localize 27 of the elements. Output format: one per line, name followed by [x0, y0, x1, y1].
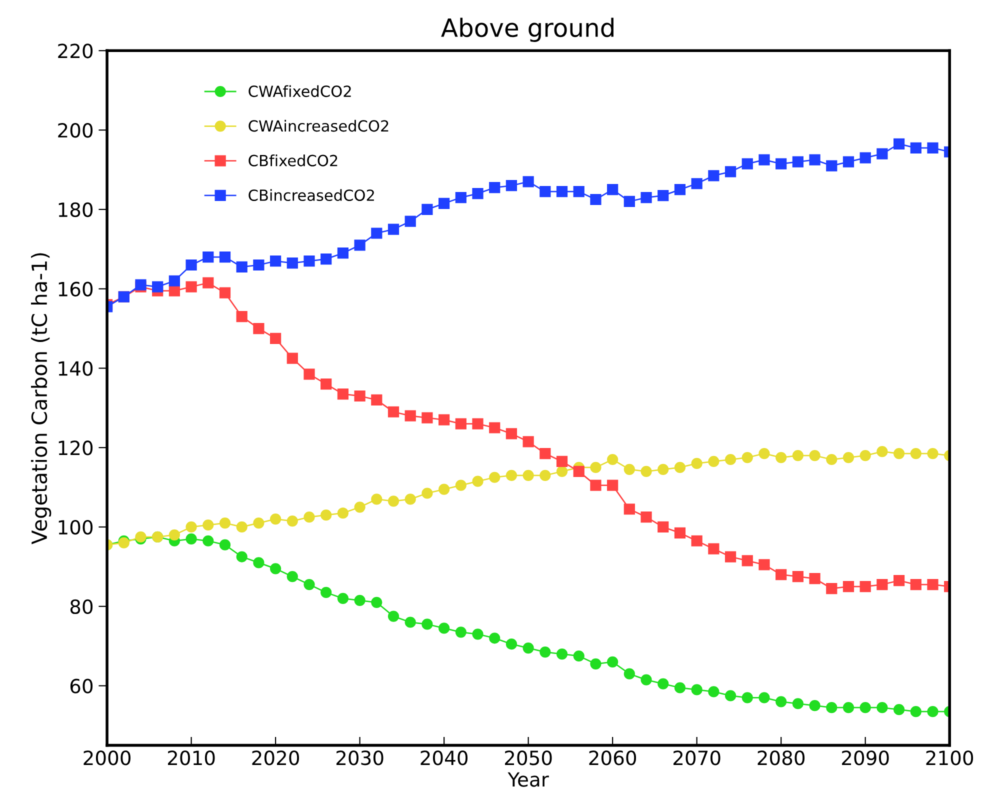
- x-tick-label: 2000: [84, 750, 130, 766]
- x-tick-label: 2050: [505, 750, 552, 766]
- y-axis-title: Vegetation Carbon (tC ha-1): [31, 253, 52, 544]
- y-tick-label: 180: [58, 202, 93, 218]
- chart-title: Above ground: [441, 18, 614, 42]
- legend-label: CBfixedCO2: [248, 154, 338, 166]
- x-axis-title: Year: [508, 772, 549, 787]
- x-tick-label: 2010: [168, 750, 215, 766]
- legend-label: CWAincreasedCO2: [248, 120, 388, 132]
- x-tick-label: 2080: [758, 750, 805, 766]
- legend-label: CWAfixedCO2: [248, 85, 351, 98]
- x-tick-label: 2060: [589, 750, 636, 766]
- y-tick-label: 120: [58, 440, 93, 456]
- y-tick-label: 140: [58, 361, 93, 376]
- y-tick-label: 80: [70, 599, 93, 614]
- x-tick-label: 2070: [674, 750, 720, 766]
- y-tick-label: 220: [58, 44, 93, 58]
- y-tick-label: 100: [58, 520, 93, 535]
- y-tick-label: 200: [58, 122, 93, 138]
- x-tick-label: 2020: [252, 750, 299, 766]
- y-tick-label: 60: [70, 678, 93, 694]
- x-tick-label: 2040: [420, 750, 468, 766]
- x-tick-label: 2030: [336, 750, 384, 766]
- x-tick-label: 2090: [842, 750, 889, 766]
- x-tick-label: 2100: [926, 750, 974, 766]
- legend-label: CBincreasedCO2: [248, 189, 374, 202]
- y-tick-label: 160: [58, 282, 93, 296]
